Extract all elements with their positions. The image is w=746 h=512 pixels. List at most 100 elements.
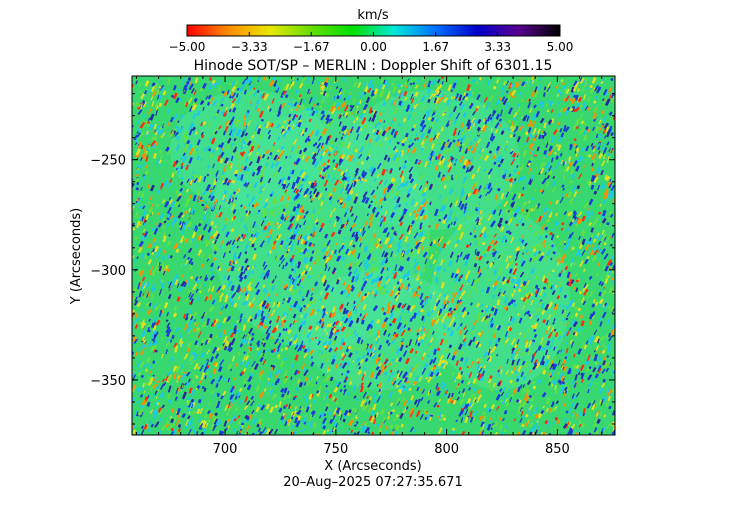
map-speckle xyxy=(342,202,347,209)
map-speckle xyxy=(181,77,186,85)
map-speckle xyxy=(144,234,149,241)
map-speckle xyxy=(246,77,251,84)
map-speckle xyxy=(560,159,564,165)
map-speckle xyxy=(405,386,410,392)
map-speckle xyxy=(215,213,218,219)
map-speckle xyxy=(439,162,445,169)
map-speckle xyxy=(447,223,451,229)
map-speckle xyxy=(318,174,322,178)
map-speckle xyxy=(483,169,487,172)
map-speckle xyxy=(555,155,560,161)
map-speckle xyxy=(313,261,317,265)
map-speckle xyxy=(301,104,305,111)
map-speckle xyxy=(215,434,220,435)
map-speckle xyxy=(513,299,516,303)
map-speckle xyxy=(229,336,234,341)
map-speckle xyxy=(441,303,445,308)
map-speckle xyxy=(287,393,292,399)
map-speckle xyxy=(536,103,539,108)
map-speckle xyxy=(300,270,306,277)
map-speckle xyxy=(400,329,406,337)
map-speckle xyxy=(564,243,570,250)
map-speckle xyxy=(513,212,518,218)
map-speckle xyxy=(177,166,180,170)
map-speckle xyxy=(161,199,165,204)
map-speckle xyxy=(342,223,345,228)
map-speckle xyxy=(266,295,271,303)
map-speckle xyxy=(580,297,585,304)
map-speckle xyxy=(352,253,357,258)
map-speckle xyxy=(500,84,506,92)
map-speckle xyxy=(448,260,453,267)
map-speckle xyxy=(525,348,530,353)
map-speckle xyxy=(195,344,199,349)
map-speckle xyxy=(311,158,317,166)
map-speckle xyxy=(163,381,167,387)
map-speckle xyxy=(308,393,313,400)
map-speckle xyxy=(338,158,343,164)
map-speckle xyxy=(348,196,352,202)
map-speckle xyxy=(184,135,188,143)
colorbar-ticks: −5.00 −3.33 −1.67 0.00 1.67 3.33 5.00 xyxy=(169,32,573,54)
map-speckle xyxy=(504,330,509,338)
map-speckle xyxy=(501,417,505,422)
map-speckle xyxy=(331,354,336,361)
map-speckle xyxy=(366,379,370,387)
map-speckle xyxy=(251,278,255,284)
map-speckle xyxy=(211,226,216,230)
map-speckle xyxy=(142,147,146,155)
map-speckle xyxy=(208,281,213,288)
map-speckle xyxy=(146,290,149,293)
map-speckle xyxy=(578,218,583,224)
map-speckle xyxy=(407,283,411,288)
map-speckle xyxy=(177,120,180,123)
map-speckle xyxy=(605,302,609,308)
map-speckle xyxy=(582,80,586,86)
map-speckle xyxy=(302,320,307,327)
map-speckle xyxy=(601,349,606,355)
map-speckle xyxy=(410,106,415,113)
map-speckle xyxy=(557,111,562,118)
map-speckle xyxy=(467,311,470,315)
map-speckle xyxy=(273,435,278,440)
map-speckle xyxy=(503,129,507,133)
map-speckle xyxy=(468,371,473,379)
map-speckle xyxy=(275,293,278,296)
map-speckle xyxy=(161,404,165,409)
map-speckle xyxy=(400,149,405,157)
map-speckle xyxy=(355,260,361,267)
map-speckle xyxy=(463,206,467,214)
map-speckle xyxy=(334,422,339,430)
map-speckle xyxy=(149,177,153,181)
map-speckle xyxy=(175,248,180,254)
map-speckle xyxy=(608,335,613,342)
map-speckle xyxy=(233,215,236,220)
map-speckle xyxy=(479,152,485,160)
map-speckle xyxy=(311,287,315,291)
map-speckle xyxy=(222,251,227,259)
map-speckle xyxy=(599,243,603,247)
map-speckle xyxy=(134,142,138,146)
map-speckle xyxy=(541,360,545,366)
map-speckle xyxy=(598,298,604,305)
map-speckle xyxy=(283,413,287,419)
map-speckle xyxy=(438,236,444,243)
map-speckle xyxy=(423,363,429,370)
map-speckle xyxy=(249,100,253,104)
map-speckle xyxy=(294,219,298,225)
map-speckle xyxy=(396,373,401,379)
map-speckle xyxy=(495,324,499,328)
map-speckle xyxy=(349,190,354,195)
map-speckle xyxy=(183,237,187,242)
map-speckle xyxy=(500,90,505,97)
map-speckle xyxy=(611,92,615,99)
map-speckle xyxy=(360,245,366,252)
map-speckle xyxy=(317,308,320,312)
map-speckle xyxy=(207,419,211,423)
map-speckle xyxy=(556,93,560,97)
map-speckle xyxy=(483,365,486,369)
map-speckle xyxy=(153,349,156,354)
map-speckle xyxy=(399,412,404,420)
map-speckle xyxy=(174,396,178,401)
map-speckle xyxy=(140,144,144,150)
